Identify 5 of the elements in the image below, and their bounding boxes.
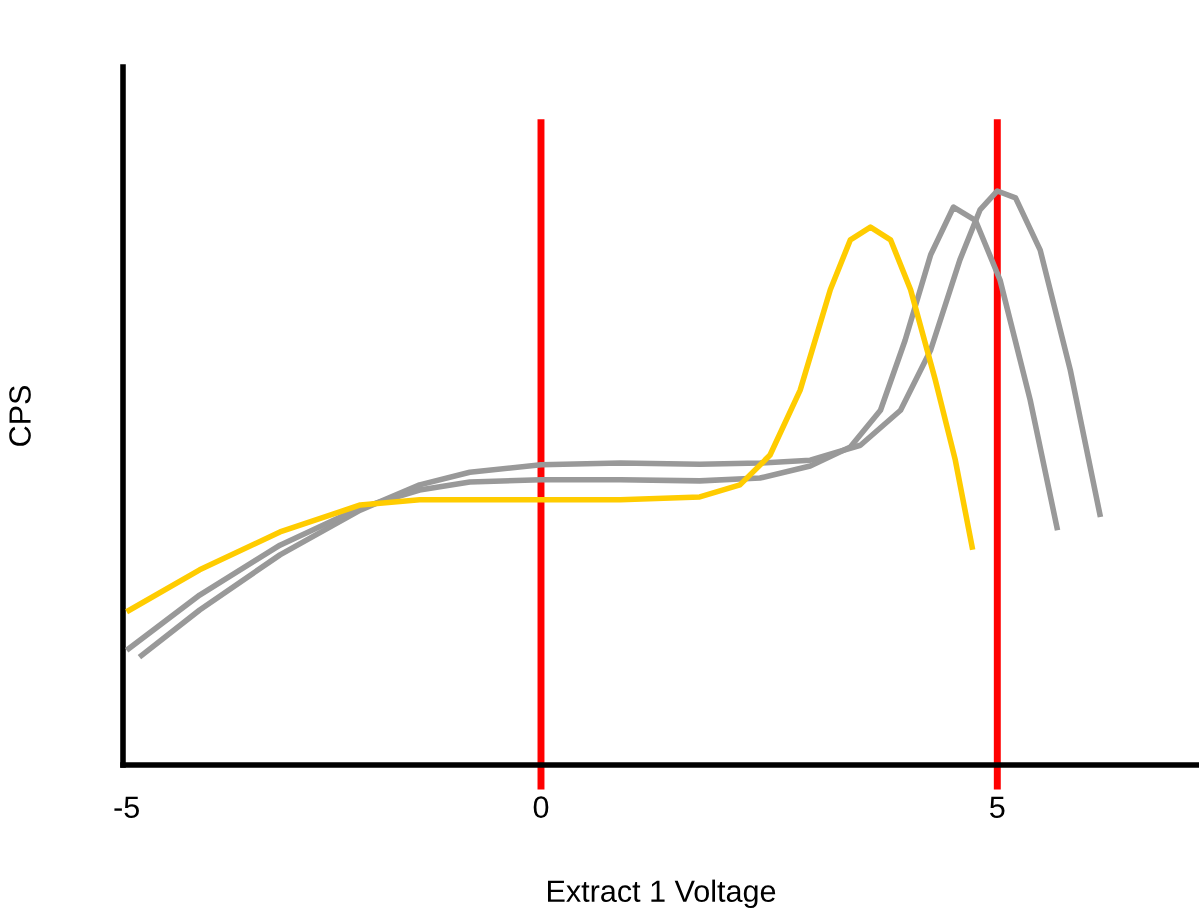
x-axis-title: Extract 1 Voltage [548,879,776,909]
x-tick-label: -5 [114,796,139,818]
x-tick-label: 0 [533,796,549,818]
y-axis-title: CPS [9,385,31,446]
x-tick-label: 5 [990,796,1005,818]
